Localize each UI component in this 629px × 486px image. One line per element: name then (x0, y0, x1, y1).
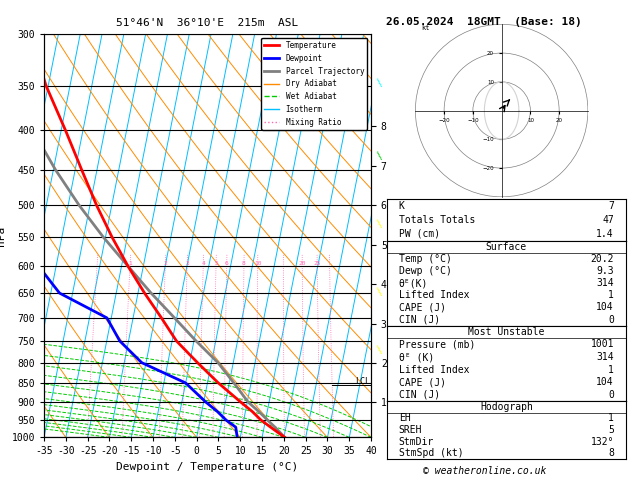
Text: 5: 5 (214, 261, 218, 266)
Text: Dewp (°C): Dewp (°C) (399, 266, 452, 276)
Text: 47: 47 (602, 215, 614, 225)
Text: Pressure (mb): Pressure (mb) (399, 339, 475, 349)
Text: 104: 104 (596, 302, 614, 312)
Y-axis label: hPa: hPa (0, 226, 6, 246)
Text: 314: 314 (596, 352, 614, 362)
Text: 0: 0 (608, 390, 614, 399)
Text: 1001: 1001 (591, 339, 614, 349)
Text: /: / (376, 219, 386, 228)
Text: CIN (J): CIN (J) (399, 314, 440, 325)
Text: 20.2: 20.2 (591, 254, 614, 264)
Text: 1: 1 (128, 261, 132, 266)
Text: 6: 6 (225, 261, 228, 266)
Text: /: / (376, 287, 386, 296)
Text: 2: 2 (164, 261, 167, 266)
Text: 4: 4 (201, 261, 205, 266)
Text: 314: 314 (596, 278, 614, 288)
Title: 51°46'N  36°10'E  215m  ASL: 51°46'N 36°10'E 215m ASL (116, 17, 299, 28)
Text: /: / (376, 78, 386, 87)
Text: 26.05.2024  18GMT  (Base: 18): 26.05.2024 18GMT (Base: 18) (386, 17, 582, 27)
Text: Hodograph: Hodograph (480, 402, 533, 412)
Text: Most Unstable: Most Unstable (468, 327, 545, 337)
Text: Lifted Index: Lifted Index (399, 364, 469, 375)
Text: 0: 0 (608, 314, 614, 325)
Text: StmDir: StmDir (399, 437, 434, 447)
Text: /: / (376, 345, 386, 355)
Legend: Temperature, Dewpoint, Parcel Trajectory, Dry Adiabat, Wet Adiabat, Isotherm, Mi: Temperature, Dewpoint, Parcel Trajectory… (261, 38, 367, 130)
Text: Temp (°C): Temp (°C) (399, 254, 452, 264)
Text: 8: 8 (608, 449, 614, 458)
Text: Surface: Surface (486, 242, 527, 252)
Text: 132°: 132° (591, 437, 614, 447)
Text: θᴱ(K): θᴱ(K) (399, 278, 428, 288)
Text: CAPE (J): CAPE (J) (399, 377, 446, 387)
Text: 20: 20 (299, 261, 306, 266)
Text: 7: 7 (608, 201, 614, 211)
Text: 1: 1 (608, 414, 614, 423)
Text: Totals Totals: Totals Totals (399, 215, 475, 225)
Text: K: K (399, 201, 404, 211)
Text: LCL: LCL (355, 377, 370, 386)
Text: © weatheronline.co.uk: © weatheronline.co.uk (423, 466, 546, 476)
Text: SREH: SREH (399, 425, 422, 435)
Text: StmSpd (kt): StmSpd (kt) (399, 449, 464, 458)
X-axis label: Dewpoint / Temperature (°C): Dewpoint / Temperature (°C) (116, 462, 299, 472)
Text: 1: 1 (608, 290, 614, 300)
Text: Lifted Index: Lifted Index (399, 290, 469, 300)
Text: PW (cm): PW (cm) (399, 229, 440, 239)
Text: 10: 10 (254, 261, 262, 266)
Text: CIN (J): CIN (J) (399, 390, 440, 399)
Text: 25: 25 (313, 261, 321, 266)
Text: 5: 5 (608, 425, 614, 435)
Text: 9.3: 9.3 (596, 266, 614, 276)
Text: 8: 8 (242, 261, 246, 266)
Text: EH: EH (399, 414, 411, 423)
Text: 104: 104 (596, 377, 614, 387)
Text: 1: 1 (608, 364, 614, 375)
Text: CAPE (J): CAPE (J) (399, 302, 446, 312)
Text: /: / (376, 151, 386, 160)
Text: 1.4: 1.4 (596, 229, 614, 239)
Y-axis label: km
ASL: km ASL (398, 236, 415, 257)
Text: 3: 3 (186, 261, 189, 266)
Text: kt: kt (421, 25, 430, 31)
Text: θᴱ (K): θᴱ (K) (399, 352, 434, 362)
